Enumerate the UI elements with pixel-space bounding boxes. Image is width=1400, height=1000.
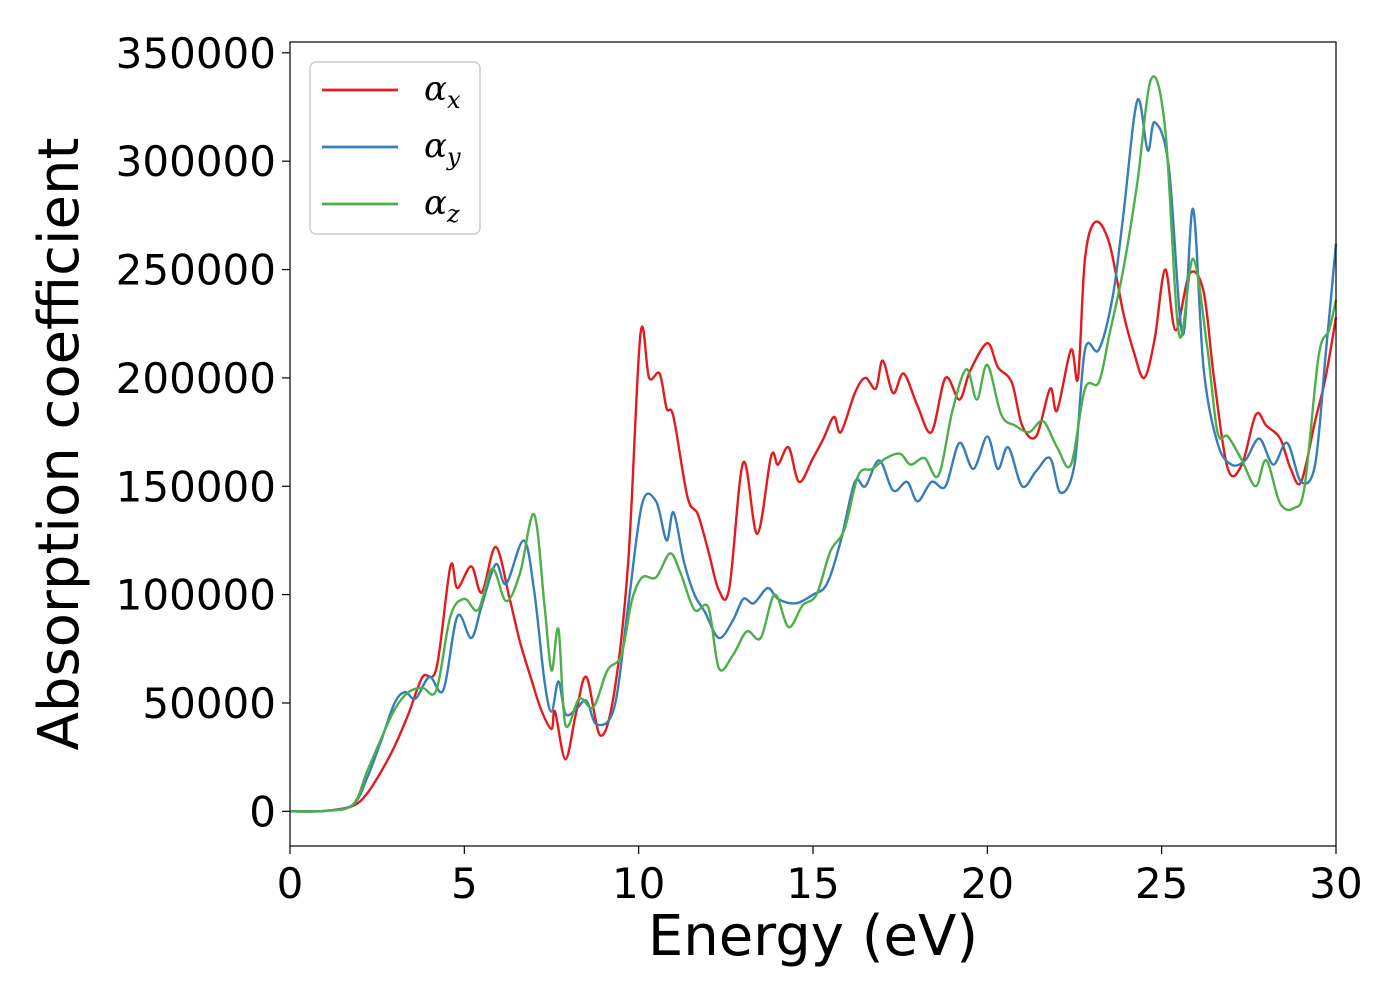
- legend-label-x: αx: [424, 69, 461, 114]
- x-axis-ticks: 0 5 10 15 20 25 30: [277, 846, 1363, 908]
- y-tick-label: 350000: [116, 29, 276, 78]
- y-tick-label: 300000: [116, 137, 276, 186]
- legend-label-y: αy: [424, 126, 461, 171]
- y-tick-label: 200000: [116, 354, 276, 403]
- x-tick-label: 20: [961, 859, 1014, 908]
- series-line-z: [289, 75, 1338, 813]
- legend: αx αy αz: [309, 61, 481, 235]
- y-tick-label: 150000: [116, 462, 276, 511]
- x-tick-label: 25: [1135, 859, 1188, 908]
- y-axis-title: Absorption coefficient: [27, 138, 92, 751]
- y-tick-label: 100000: [116, 571, 276, 620]
- x-tick-label: 0: [277, 859, 304, 908]
- series-line-y: [289, 98, 1338, 813]
- y-axis-ticks: 0 50000 100000 150000 200000 250000 300000 3500…: [116, 29, 290, 836]
- y-tick-label: 0: [249, 787, 276, 836]
- legend-items: αx αy αz: [322, 69, 461, 228]
- x-axis-title: Energy (eV): [648, 904, 978, 969]
- series-line-x: [289, 220, 1338, 813]
- x-tick-label: 30: [1309, 859, 1362, 908]
- y-tick-label: 50000: [142, 679, 276, 728]
- y-tick-label: 250000: [116, 246, 276, 295]
- x-tick-label: 15: [786, 859, 839, 908]
- legend-label-z: αz: [424, 183, 460, 228]
- x-tick-label: 5: [451, 859, 478, 908]
- x-tick-label: 10: [612, 859, 665, 908]
- series-layer: [289, 75, 1338, 813]
